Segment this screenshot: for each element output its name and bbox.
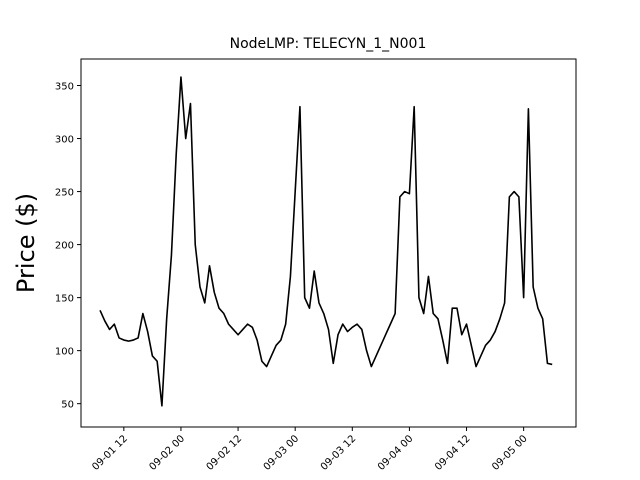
- y-axis-label: Price ($): [12, 193, 40, 293]
- x-tick-label: 09-03 12: [319, 433, 359, 473]
- x-tick-label: 09-04 00: [376, 433, 416, 473]
- x-tick-label: 09-01 12: [90, 433, 130, 473]
- x-tick-label: 09-02 12: [205, 433, 245, 473]
- chart-title: NodeLMP: TELECYN_1_N001: [230, 36, 427, 52]
- price-line: [99, 76, 553, 407]
- y-tick-label: 100: [55, 347, 74, 358]
- y-tick-label: 150: [55, 294, 74, 305]
- y-tick-label: 250: [55, 188, 74, 199]
- y-tick-label: 350: [55, 82, 74, 93]
- x-tick-label: 09-03 00: [262, 433, 302, 473]
- y-tick-label: 50: [61, 400, 74, 411]
- plot-frame: [80, 58, 577, 428]
- y-tick-label: 300: [55, 135, 74, 146]
- x-tick-label: 09-04 12: [433, 433, 473, 473]
- x-tick-label: 09-05 00: [490, 433, 530, 473]
- x-tick-label: 09-02 00: [147, 433, 187, 473]
- y-tick-label: 200: [55, 241, 74, 252]
